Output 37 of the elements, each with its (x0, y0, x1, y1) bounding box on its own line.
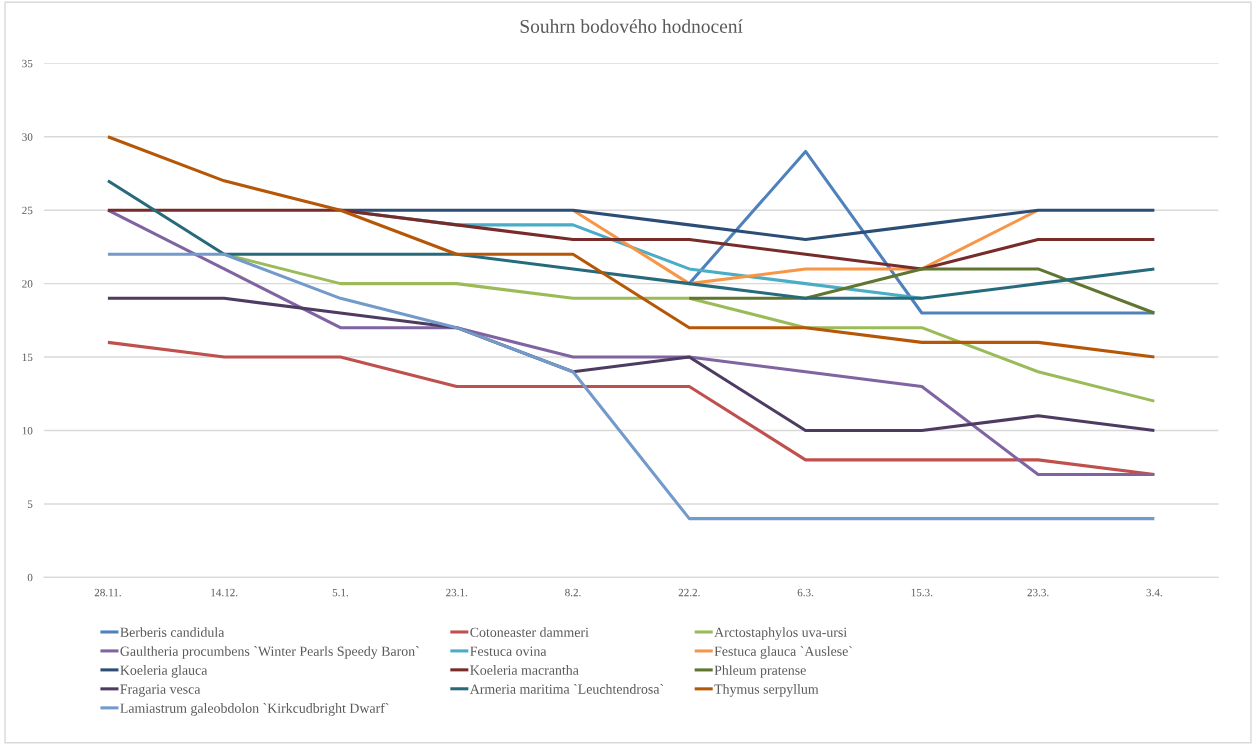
y-tick-label: 15 (22, 353, 33, 362)
legend-label: Cotoneaster dammeri (470, 627, 589, 637)
line-series (106, 179, 1156, 300)
y-tick-label: 35 (22, 59, 33, 68)
x-tick-label: 23.3. (1027, 588, 1049, 597)
line-series (106, 208, 1156, 271)
line-series (106, 135, 1156, 359)
line-series (106, 252, 1156, 521)
x-tick-label: 15.3. (911, 588, 933, 597)
y-tick-label: 20 (22, 280, 33, 288)
legend-label: Lamiastrum galeobdolon `Kirkcudbright Dwarf` (120, 702, 389, 716)
x-tick-label: 23.1. (446, 588, 468, 597)
legend-label: Phleum pratense (714, 665, 806, 678)
line-series (106, 208, 1156, 477)
x-tick-label: 5.1. (332, 588, 349, 597)
legend-label: Koeleria glauca (120, 665, 208, 678)
x-tick-label: 3.4. (1146, 588, 1162, 597)
y-tick-label: 0 (27, 573, 33, 582)
y-tick-label: 25 (22, 206, 33, 215)
legend-label: Arctostaphylos uva-ursi (714, 627, 847, 640)
legend-label: Fragaria vesca (120, 684, 201, 697)
x-tick-label: 14.12. (211, 588, 238, 597)
x-tick-label: 8.2. (565, 588, 581, 597)
chart-title: Souhrn bodového hodnocení (520, 19, 743, 33)
y-tick-label: 10 (22, 426, 33, 435)
x-tick-label: 22.2. (678, 588, 700, 597)
x-tick-label: 6.3. (797, 588, 814, 597)
legend-label: Gaultheria procumbens `Winter Pearls Speedy Baron` (120, 646, 419, 659)
legend-label: Berberis candidula (120, 627, 225, 637)
legend-label: Koeleria macrantha (470, 665, 579, 675)
legend-label: Thymus serpyllum (714, 684, 819, 697)
legend-label: Armeria maritima `Leuchtendrosa` (469, 683, 664, 694)
y-tick-label: 30 (22, 133, 33, 141)
legend-label: Festuca ovina (470, 646, 547, 656)
legend-label: Festuca glauca `Auslese` (714, 646, 852, 659)
y-tick-label: 5 (27, 500, 33, 508)
x-tick-label: 28.11. (94, 588, 121, 597)
